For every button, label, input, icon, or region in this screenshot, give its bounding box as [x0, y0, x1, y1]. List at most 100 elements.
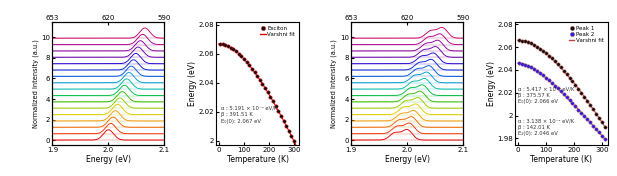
Point — [573, 87, 583, 90]
Point — [520, 63, 530, 66]
Point — [547, 81, 557, 84]
Point — [292, 145, 302, 148]
Text: α : 5.191 × 10⁻⁴ eV/K
β : 391.51 K
E₀(0): 2.067 eV: α : 5.191 × 10⁻⁴ eV/K β : 391.51 K E₀(0)… — [220, 106, 277, 124]
Point — [518, 39, 528, 42]
Point — [571, 105, 581, 108]
Point — [247, 67, 257, 70]
Y-axis label: Normalized Intensity (a.u.): Normalized Intensity (a.u.) — [32, 39, 39, 128]
Point — [579, 95, 589, 98]
Point — [550, 60, 560, 63]
Point — [591, 112, 601, 115]
Point — [594, 117, 604, 119]
Point — [220, 43, 230, 46]
Point — [286, 135, 296, 137]
Point — [239, 58, 249, 60]
Point — [556, 90, 566, 93]
Point — [582, 118, 592, 121]
Point — [520, 40, 530, 43]
Point — [597, 121, 607, 124]
Point — [529, 44, 539, 46]
Point — [523, 64, 533, 67]
Point — [561, 96, 571, 99]
Point — [573, 108, 583, 111]
Point — [281, 124, 291, 127]
X-axis label: Energy (eV): Energy (eV) — [86, 155, 131, 164]
Point — [597, 134, 607, 137]
Point — [244, 64, 254, 67]
Point — [228, 48, 238, 51]
X-axis label: Temperature (K): Temperature (K) — [227, 155, 289, 164]
Y-axis label: Energy (eV): Energy (eV) — [188, 61, 197, 106]
Point — [535, 72, 545, 74]
Point — [550, 84, 560, 87]
Point — [276, 114, 286, 117]
Y-axis label: Energy (eV): Energy (eV) — [487, 61, 496, 106]
Point — [273, 109, 283, 112]
Point — [544, 54, 554, 57]
Point — [568, 80, 578, 83]
Point — [231, 50, 241, 53]
Legend: Exciton, Varshni fit: Exciton, Varshni fit — [259, 25, 297, 38]
Point — [586, 103, 595, 106]
Point — [518, 62, 528, 65]
Point — [588, 108, 598, 111]
Point — [271, 105, 281, 107]
Point — [576, 111, 586, 114]
Point — [591, 128, 601, 130]
Point — [561, 73, 571, 76]
Y-axis label: Normalized Intensity (a.u.): Normalized Intensity (a.u.) — [331, 39, 337, 128]
Point — [571, 83, 581, 86]
Point — [538, 74, 548, 77]
Point — [234, 52, 244, 55]
Point — [568, 102, 578, 105]
Point — [526, 42, 536, 45]
Point — [250, 71, 260, 74]
Point — [515, 39, 524, 42]
Point — [289, 140, 299, 143]
Point — [553, 63, 563, 66]
Point — [576, 91, 586, 94]
Point — [263, 91, 273, 94]
Point — [553, 87, 563, 90]
Point — [541, 52, 551, 55]
Point — [600, 125, 610, 128]
Point — [526, 66, 536, 69]
Point — [556, 66, 566, 69]
Point — [565, 99, 574, 102]
Point — [579, 115, 589, 117]
Point — [255, 78, 265, 81]
Text: α : 5.417 × 10⁻⁴ eV/K
β : 375.57 K
E₀(0): 2.066 eV: α : 5.417 × 10⁻⁴ eV/K β : 375.57 K E₀(0)… — [518, 86, 574, 104]
Point — [257, 82, 267, 85]
Point — [559, 93, 569, 96]
X-axis label: Temperature (K): Temperature (K) — [531, 155, 592, 164]
Point — [279, 119, 289, 122]
Point — [600, 138, 610, 141]
Point — [547, 57, 557, 60]
Point — [529, 68, 539, 70]
Point — [559, 69, 569, 72]
Point — [532, 70, 542, 72]
Point — [535, 47, 545, 50]
Point — [236, 55, 246, 58]
Point — [226, 46, 236, 49]
Point — [582, 99, 592, 102]
Point — [252, 74, 262, 77]
Point — [215, 42, 225, 45]
Point — [541, 76, 551, 79]
Point — [242, 61, 252, 63]
Point — [544, 79, 554, 82]
Text: α : 3.138 × 10⁻⁴ eV/K
β : 142.01 K
E₂(0): 2.046 eV: α : 3.138 × 10⁻⁴ eV/K β : 142.01 K E₂(0)… — [518, 118, 574, 136]
Point — [588, 124, 598, 127]
X-axis label: Energy (eV): Energy (eV) — [385, 155, 429, 164]
Point — [532, 45, 542, 48]
Point — [268, 100, 278, 103]
Point — [523, 41, 533, 44]
Point — [265, 95, 275, 98]
Point — [565, 76, 574, 79]
Point — [515, 62, 524, 65]
Point — [223, 45, 233, 48]
Point — [538, 49, 548, 52]
Point — [594, 131, 604, 134]
Point — [586, 121, 595, 124]
Point — [260, 87, 270, 89]
